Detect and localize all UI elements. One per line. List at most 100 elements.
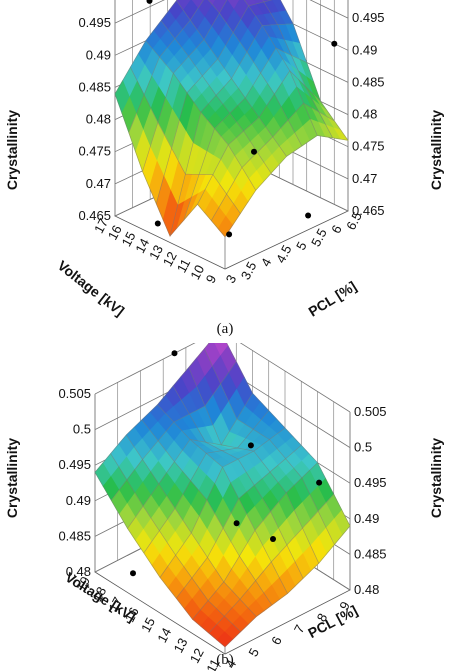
z-tick-label-left: 0.48 (66, 564, 91, 579)
z-tick-label-left: 0.495 (58, 457, 91, 472)
y-tick-label: 3 (223, 272, 240, 285)
x-tick-label: 9 (203, 272, 220, 285)
z-axis-label-left: Crystallinity (4, 438, 20, 518)
mesh-line-y (204, 348, 335, 545)
x-tick-label: 15 (138, 615, 158, 635)
mesh-line-x (114, 0, 178, 95)
z-tick-label-right: 0.495 (354, 475, 387, 490)
z-tick-label-right: 0.485 (352, 74, 385, 89)
x-tick-label: 12 (187, 646, 207, 666)
data-point (146, 0, 153, 4)
x-tick-label: 17 (91, 216, 111, 236)
surface-plot-a: 0.465 0.465 0.47 0.47 0.475 0.475 0.48 0.48 0.48… (4, 0, 444, 337)
mesh-line-y (243, 0, 318, 136)
x-tick-label: 15 (119, 229, 139, 249)
x-tick-label: 19 (73, 574, 93, 594)
y-tick-label: 5.5 (308, 226, 330, 249)
z-tick-label-left: 0.48 (86, 112, 111, 127)
y-tick-label: 5 (245, 646, 262, 659)
mesh-line-y (262, 0, 333, 139)
x-axis-label: Voltage [kV] (63, 569, 139, 625)
surface-mesh (114, 0, 349, 238)
data-point (247, 442, 254, 449)
y-tick-label: 4.5 (273, 242, 295, 265)
panel-caption: (b) (216, 652, 234, 668)
data-point (154, 220, 161, 227)
data-point (251, 148, 257, 155)
z-tick-label-right: 0.49 (354, 511, 379, 526)
surface (94, 343, 351, 648)
z-tick-label-right: 0.5 (354, 440, 372, 455)
panel-caption: (a) (217, 321, 234, 337)
mesh-line-y (176, 0, 287, 157)
y-tick-label: 4 (258, 256, 275, 269)
z-tick-label-right: 0.475 (352, 139, 385, 154)
z-tick-label-right: 0.47 (352, 171, 377, 186)
grid-line-z (94, 343, 351, 413)
data-points (130, 350, 323, 577)
z-tick-label-right: 0.465 (352, 203, 385, 218)
z-tick-label-right: 0.48 (352, 107, 377, 122)
z-tick-label-left: 0.49 (66, 493, 91, 508)
mesh-line-y (157, 404, 288, 594)
mesh-line-y (145, 40, 257, 191)
grid-line-z (114, 0, 349, 24)
z-tick-label-left: 0.495 (78, 15, 111, 30)
mesh-line-y (141, 419, 273, 606)
z-tick-label-left: 0.5 (73, 422, 91, 437)
z-tick-label-left: 0.475 (78, 144, 111, 159)
x-tick-label: 14 (132, 236, 152, 256)
y-tick-label: 6.5 (343, 209, 365, 232)
x-tick-label: 13 (171, 635, 191, 655)
z-tick-label-left: 0.485 (78, 79, 111, 94)
tick-labels: 0.480.480.4850.4850.490.490.4950.4950.50… (58, 386, 386, 671)
panel-a: 0.465 0.465 0.47 0.47 0.475 0.475 0.48 0.48 0.48… (4, 0, 444, 337)
y-axis-label: PCL [%] (305, 278, 359, 320)
mesh-line-y (110, 453, 241, 633)
mesh-line-y (188, 367, 320, 564)
z-axis-label-left: Crystallinity (4, 110, 20, 190)
z-tick-label-left: 0.505 (58, 386, 91, 401)
z-tick-label-left: 0.485 (58, 528, 91, 543)
x-tick-label: 17 (106, 594, 126, 614)
mesh-line-y (114, 93, 226, 238)
mesh-line-y (126, 434, 257, 617)
z-tick-label-left: 0.465 (78, 208, 111, 223)
x-tick-label: 12 (160, 249, 180, 269)
x-tick-label: 16 (122, 605, 142, 625)
z-axis-label-right: Crystallinity (428, 110, 444, 190)
z-tick-label-right: 0.49 (352, 42, 377, 57)
y-tick-label: 3.5 (238, 259, 260, 282)
mesh-line-y (207, 0, 303, 147)
z-tick-label-right: 0.495 (352, 10, 385, 25)
surface-patch (207, 0, 216, 6)
data-point (305, 212, 312, 219)
y-tick-label: 7 (291, 622, 308, 635)
x-tick-label: 14 (154, 625, 174, 645)
data-point (171, 350, 178, 357)
x-tick-label: 10 (187, 262, 207, 282)
x-axis-label: Voltage [kV] (55, 257, 128, 319)
z-tick-label-left: 0.49 (86, 47, 111, 62)
z-tick-label-right: 0.48 (354, 582, 379, 597)
mesh-line-y (226, 343, 351, 527)
surface-mesh (94, 343, 351, 648)
y-tick-label: 6 (328, 222, 345, 235)
y-axis-label: PCL [%] (305, 602, 360, 641)
data-point (130, 570, 136, 577)
panel-b: 0.48 0.48 0.485 0.485 0.49 0.49 0.495 0.495 0.5 0… (0, 343, 450, 671)
data-point (331, 40, 338, 47)
mesh-line-y (172, 385, 304, 579)
z-tick-label-left: 0.47 (86, 176, 111, 191)
x-tick-label: 16 (105, 223, 125, 243)
data-point (226, 231, 233, 238)
mesh-line-y (130, 67, 241, 214)
z-tick-label-right: 0.485 (354, 546, 387, 561)
data-point (316, 479, 323, 486)
z-axis-label-right: Crystallinity (428, 438, 444, 518)
data-points (146, 0, 338, 238)
x-tick-label: 13 (146, 242, 166, 262)
data-point (270, 536, 276, 542)
y-tick-label: 5 (293, 239, 310, 252)
